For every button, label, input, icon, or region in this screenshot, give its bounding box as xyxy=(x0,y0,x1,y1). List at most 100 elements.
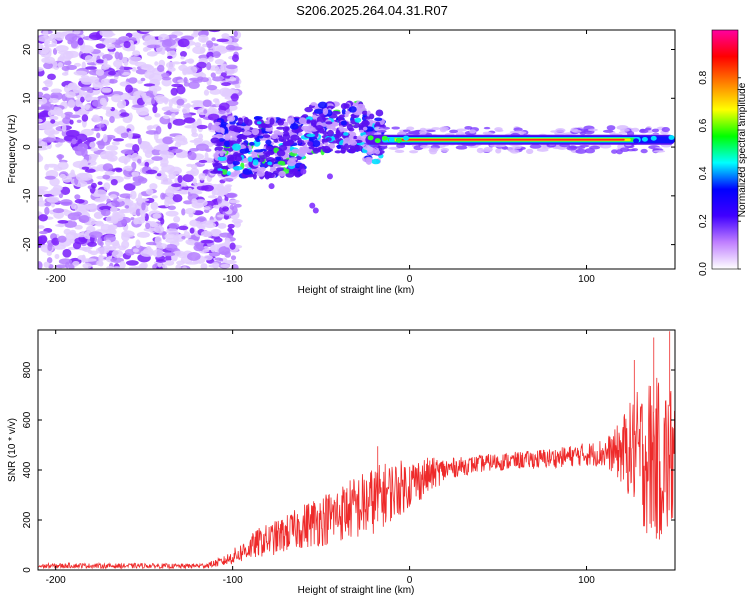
spectrogram-noise-blob xyxy=(212,262,220,269)
spectrogram-halo-blob xyxy=(370,144,379,148)
spectrogram-noise-blob xyxy=(109,116,115,124)
spectrogram-noise-blob xyxy=(105,145,119,151)
spectrogram-noise-blob xyxy=(164,198,170,208)
snr-y-tick-label: 400 xyxy=(22,461,33,478)
spectrogram-halo-blob xyxy=(469,129,476,134)
spectrogram-noise-blob xyxy=(38,214,48,222)
spectrogram-signal-blob xyxy=(340,127,349,132)
spectrogram-signal-blob xyxy=(268,183,275,190)
spectrogram-signal-blob xyxy=(348,106,357,113)
spectrogram-signal-blob xyxy=(375,121,381,128)
spectrogram-halo-blob xyxy=(611,149,618,154)
spectrogram-signal-blob xyxy=(276,126,285,130)
spectrogram-noise-blob xyxy=(155,259,167,263)
spectrogram-noise-blob xyxy=(191,132,199,138)
spectrogram-noise-blob xyxy=(104,239,112,247)
spectrogram-noise-blob xyxy=(91,116,102,123)
spectrogram-noise-blob xyxy=(128,56,142,62)
spectrogram-signal-blob xyxy=(288,169,294,174)
spectrogram-noise-blob xyxy=(225,64,238,70)
spectrogram-noise-blob xyxy=(62,248,72,258)
spectrogram-x-tick-label: -100 xyxy=(223,274,243,285)
spectrogram-signal-blob xyxy=(369,113,375,120)
spectrogram-y-tick-label: -20 xyxy=(22,237,33,252)
spectrogram-noise-blob xyxy=(137,136,142,145)
spectrogram-halo-blob xyxy=(525,148,534,154)
spectrogram-noise-blob xyxy=(131,152,139,161)
spectrogram-tone-bead xyxy=(367,135,374,141)
spectrogram-signal-blob xyxy=(326,173,333,180)
spectrogram-noise-blob xyxy=(120,112,130,117)
spectrogram-noise-blob xyxy=(179,50,187,58)
spectrogram-noise-blob xyxy=(167,205,176,210)
spectrogram-signal-blob xyxy=(213,167,218,172)
spectrogram-noise-blob xyxy=(132,98,138,106)
spectrogram-noise-blob xyxy=(181,186,195,191)
spectrogram-halo-blob xyxy=(389,147,399,150)
spectrogram-signal-blob xyxy=(253,116,263,120)
spectrogram-noise-blob xyxy=(42,137,56,143)
spectrogram-noise-blob xyxy=(104,170,115,176)
spectrogram-noise-blob xyxy=(165,210,179,217)
spectrogram-signal-blob xyxy=(311,139,321,148)
spectrogram-signal-blob xyxy=(293,171,304,177)
spectrogram-noise-blob xyxy=(43,261,50,268)
spectrogram-noise-blob xyxy=(123,40,131,49)
spectrogram-noise-blob xyxy=(146,44,161,49)
spectrogram-noise-blob xyxy=(74,199,85,204)
spectrogram-noise-blob xyxy=(227,223,235,229)
spectrogram-noise-blob xyxy=(196,124,208,130)
spectrogram-signal-blob xyxy=(221,165,229,170)
spectrogram-noise-blob xyxy=(61,72,69,76)
spectrogram-halo-blob xyxy=(394,149,405,154)
spectrogram-noise-blob xyxy=(176,104,181,109)
spectrogram-tone-bead xyxy=(641,136,648,142)
spectrogram-noise-blob xyxy=(114,126,127,134)
spectrogram-noise-blob xyxy=(42,30,49,37)
spectrogram-noise-blob xyxy=(44,122,57,127)
spectrogram-noise-blob xyxy=(230,255,237,261)
spectrogram-noise-blob xyxy=(99,241,104,247)
spectrogram-noise-blob xyxy=(212,229,220,237)
snr-x-tick-label: -100 xyxy=(223,575,243,586)
spectrogram-halo-blob xyxy=(396,143,406,149)
spectrogram-noise-blob xyxy=(57,62,64,68)
spectrogram-noise-blob xyxy=(80,75,90,79)
spectrogram-noise-blob xyxy=(228,199,240,204)
spectrogram-signal-blob xyxy=(211,134,219,139)
spectrogram-signal-blob xyxy=(326,105,334,110)
spectrogram-noise-blob xyxy=(142,94,148,102)
spectrogram-noise-blob xyxy=(156,266,163,269)
spectrogram-noise-blob xyxy=(138,263,147,269)
spectrogram-noise-blob xyxy=(63,228,71,235)
spectrogram-noise-blob xyxy=(207,113,220,121)
spectrogram-frame xyxy=(37,29,676,270)
spectrogram-signal-blob xyxy=(242,131,252,136)
spectrogram-noise-blob xyxy=(48,33,57,42)
spectrogram-noise-blob xyxy=(43,62,53,70)
spectrogram-noise-blob xyxy=(110,178,118,186)
spectrogram-noise-blob xyxy=(196,61,207,69)
spectrogram-signal-blob xyxy=(309,202,316,209)
spectrogram-signal-blob xyxy=(371,158,381,165)
spectrogram-signal-blob xyxy=(341,108,346,115)
spectrogram-noise-blob xyxy=(38,225,45,229)
spectrogram-signal-blob xyxy=(346,123,353,131)
spectrogram-signal-blob xyxy=(340,149,346,154)
spectrogram-noise-blob xyxy=(210,72,216,78)
spectrogram-noise-blob xyxy=(131,171,140,177)
spectrogram-noise-blob xyxy=(190,167,199,177)
colorbar-tick-label: 0.8 xyxy=(698,70,709,84)
spectrogram-tone-bead xyxy=(668,135,675,140)
spectrogram-noise-blob xyxy=(38,118,43,123)
spectrogram-noise-blob xyxy=(48,97,59,104)
spectrogram-noise-blob xyxy=(98,254,104,263)
spectrogram-noise-blob xyxy=(84,204,97,210)
spectrogram-halo-blob xyxy=(397,131,407,136)
spectrogram-noise-blob xyxy=(74,194,81,200)
spectrogram-noise-blob xyxy=(233,221,242,228)
spectrogram-noise-blob xyxy=(147,39,161,44)
spectrogram-noise-blob xyxy=(208,251,221,257)
spectrogram-noise-blob xyxy=(99,97,107,106)
spectrogram-noise-blob xyxy=(200,230,213,238)
